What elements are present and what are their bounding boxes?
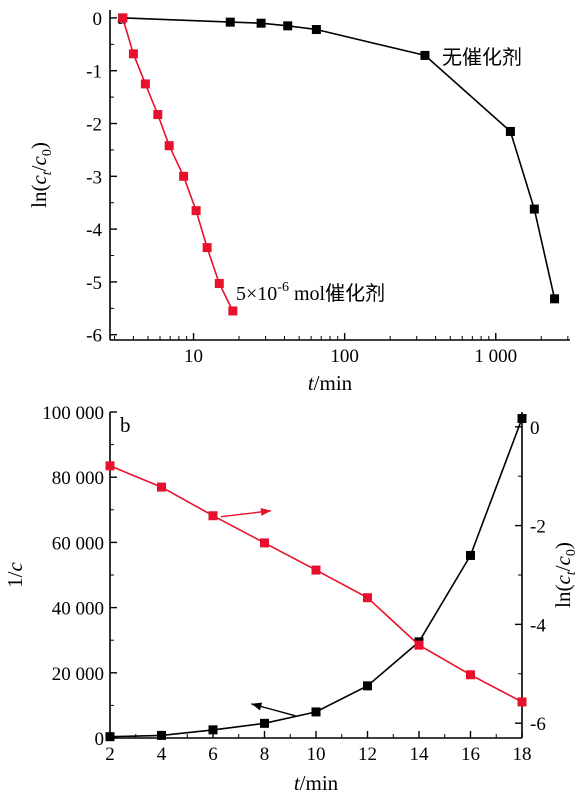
chart-panel-b: b 2 4 6 8 10 12 14 16 18 0 20 000 40 000 60 000 80 00… xyxy=(3,403,579,795)
a-point-1 xyxy=(153,110,163,120)
b-point-1 xyxy=(414,640,424,650)
a-y-tick-label: -5 xyxy=(86,273,102,294)
b-y-right-tick-label: 0 xyxy=(530,418,540,439)
b-x-tick-label: 2 xyxy=(105,744,115,765)
a-y-tick-label: -1 xyxy=(86,62,102,83)
b-x-axis-label: t/min xyxy=(294,771,339,795)
a-annotation-no-catalyst: 无催化剂 xyxy=(442,46,522,69)
b-point-0 xyxy=(260,718,269,728)
a-x-tick-label: 1 000 xyxy=(474,346,517,367)
a-x-axis-label: t/min xyxy=(308,371,353,395)
a-point-0 xyxy=(283,21,293,31)
a-point-1 xyxy=(118,13,128,23)
b-y-left-tick-label: 60 000 xyxy=(52,533,104,554)
a-y-tick-label: -2 xyxy=(86,115,102,136)
a-point-0 xyxy=(225,17,235,27)
b-point-1 xyxy=(466,670,475,680)
b-point-0 xyxy=(157,730,166,740)
b-x-tick-label: 14 xyxy=(410,744,430,765)
b-y-left-axis-label: 1/c xyxy=(3,561,27,587)
a-point-1 xyxy=(140,79,150,89)
b-y-left-tick-label: 80 000 xyxy=(52,468,104,489)
b-point-1 xyxy=(363,593,372,603)
b-y-right-axis-label: ln(ct/c0) xyxy=(551,542,579,608)
b-x-tick-label: 16 xyxy=(461,744,480,765)
a-point-1 xyxy=(228,306,238,316)
b-point-0 xyxy=(517,414,527,424)
b-series-line-1 xyxy=(109,465,523,703)
a-point-1 xyxy=(202,243,212,253)
a-point-0 xyxy=(256,18,266,28)
b-arrow-left-axis xyxy=(251,702,296,717)
a-point-1 xyxy=(164,141,174,151)
b-x-tick-label: 10 xyxy=(307,744,326,765)
a-point-1 xyxy=(128,49,138,59)
b-point-1 xyxy=(311,565,321,575)
a-x-tick-label: 100 xyxy=(330,346,359,367)
b-x-tick-label: 12 xyxy=(358,744,377,765)
b-point-1 xyxy=(105,461,115,471)
b-point-0 xyxy=(466,550,475,560)
a-annotation-catalyst: 5×10-6 mol催化剂 xyxy=(236,280,385,305)
a-point-1 xyxy=(191,206,201,216)
b-point-0 xyxy=(208,725,218,735)
a-series-line-1 xyxy=(121,17,234,312)
a-point-0 xyxy=(505,126,515,136)
a-point-1 xyxy=(179,171,189,181)
b-arrow-right-axis-head xyxy=(260,507,271,516)
a-point-0 xyxy=(311,25,321,35)
b-y-right-tick-label: -6 xyxy=(530,714,546,735)
b-point-1 xyxy=(208,511,218,521)
b-y-left-tick-label: 100 000 xyxy=(42,403,104,424)
panel-label-b: b xyxy=(120,413,131,437)
a-y-tick-label: 0 xyxy=(93,9,103,30)
a-point-1 xyxy=(214,279,224,289)
a-y-tick-label: -3 xyxy=(86,167,102,188)
b-arrow-right-axis xyxy=(220,507,272,518)
b-point-1 xyxy=(260,538,269,548)
b-point-0 xyxy=(105,732,115,742)
b-x-tick-label: 8 xyxy=(260,744,270,765)
b-y-right-tick-label: -4 xyxy=(530,615,546,636)
a-y-tick-label: -6 xyxy=(86,326,102,347)
a-point-0 xyxy=(420,50,430,60)
a-point-0 xyxy=(529,204,539,214)
a-x-tick-label: 10 xyxy=(184,346,203,367)
b-point-1 xyxy=(157,482,166,492)
a-y-axis-label: ln(ct/c0) xyxy=(27,142,55,208)
b-x-tick-label: 18 xyxy=(513,744,532,765)
a-y-tick-label: -4 xyxy=(86,220,102,241)
b-y-left-tick-label: 40 000 xyxy=(52,599,104,620)
a-point-0 xyxy=(550,294,560,304)
b-series-line-0 xyxy=(109,418,523,738)
b-y-right-tick-label: -2 xyxy=(530,517,546,538)
b-point-1 xyxy=(517,697,527,707)
b-x-tick-label: 4 xyxy=(157,744,167,765)
b-y-left-tick-label: 0 xyxy=(95,729,105,750)
b-point-0 xyxy=(311,707,321,717)
b-arrow-left-axis-head xyxy=(251,702,263,711)
b-y-left-tick-label: 20 000 xyxy=(52,664,104,685)
b-x-tick-label: 6 xyxy=(208,744,218,765)
b-point-0 xyxy=(363,681,372,691)
